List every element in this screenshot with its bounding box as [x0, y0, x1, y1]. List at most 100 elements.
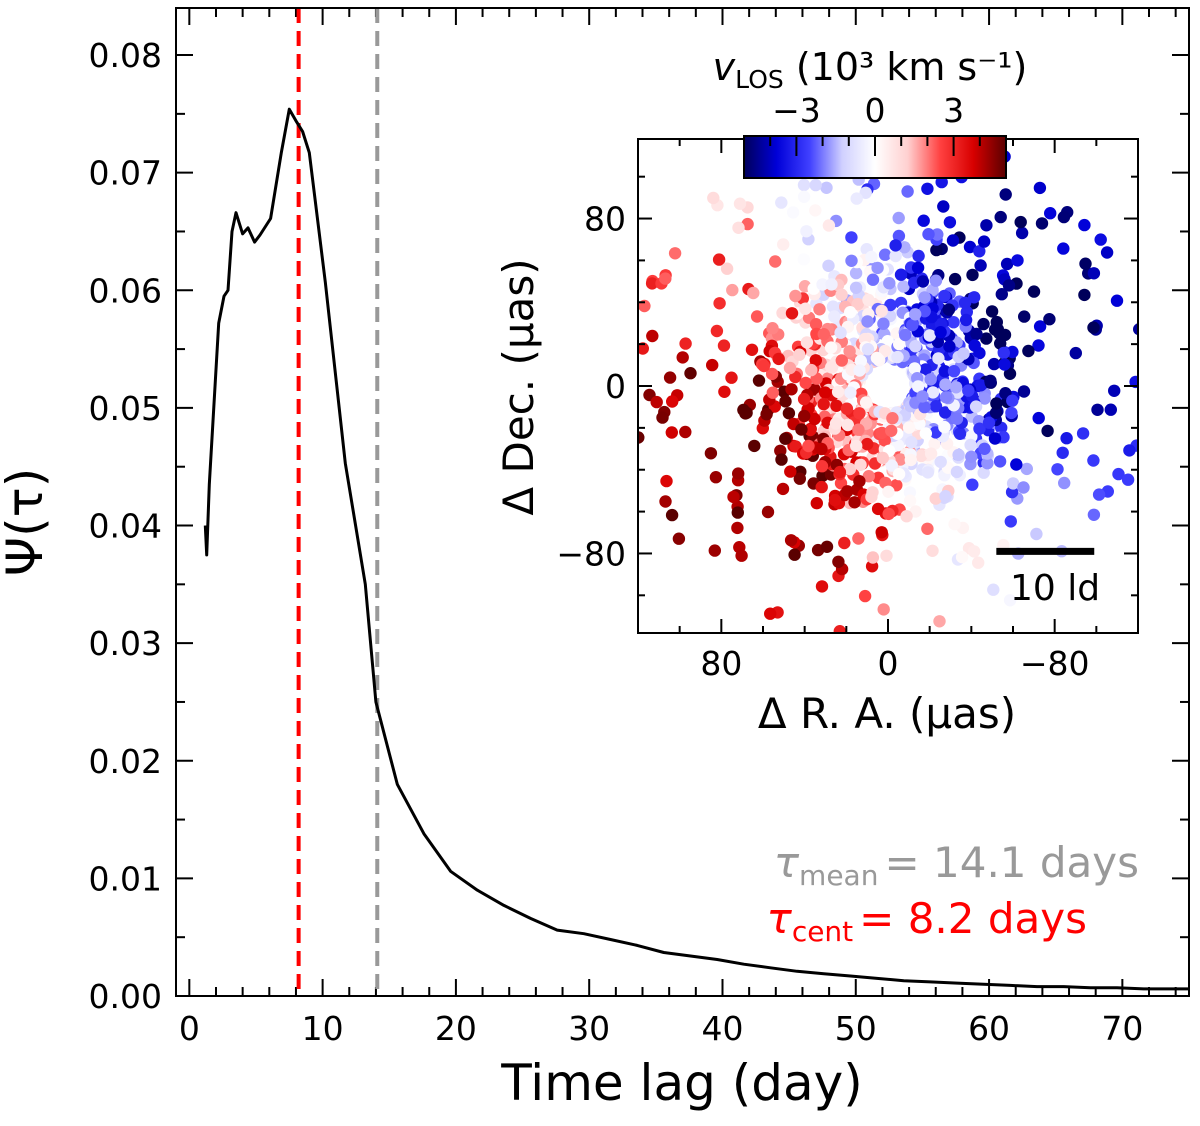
- scatter-point: [775, 453, 788, 466]
- scatter-point: [939, 490, 952, 503]
- scatter-point: [797, 253, 810, 266]
- scatter-point: [820, 540, 834, 553]
- scatter-point: [891, 439, 905, 452]
- scatter-point: [1079, 257, 1092, 270]
- scatter-point: [911, 380, 925, 393]
- scatter-point: [939, 391, 953, 404]
- scatter-point: [793, 472, 806, 485]
- tau-mean-symbol: τ: [774, 838, 800, 887]
- scatter-point: [1091, 403, 1104, 416]
- scatter-point: [1133, 323, 1138, 336]
- scatter-point: [969, 400, 983, 413]
- tau-cent-value: = 8.2 days: [859, 894, 1087, 943]
- scatter-point: [966, 478, 979, 491]
- main-x-axis-label: Time lag (day): [500, 1054, 862, 1112]
- scatter-point: [866, 551, 880, 564]
- scatter-point: [1043, 313, 1056, 326]
- scatter-point: [902, 421, 916, 434]
- scatter-point: [918, 305, 931, 318]
- scatter-point: [784, 465, 797, 478]
- scatter-point: [905, 436, 918, 449]
- scatter-point: [824, 341, 838, 354]
- scatter-point: [799, 376, 812, 390]
- scatter-point: [889, 249, 902, 263]
- scatter-point: [844, 306, 857, 319]
- scatter-point: [849, 281, 863, 294]
- scatter-point: [713, 297, 726, 310]
- scatter-point: [797, 190, 811, 203]
- scatter-point: [912, 249, 925, 263]
- inset-y-tick-label: −80: [556, 534, 626, 573]
- scatter-point: [923, 329, 936, 342]
- scatter-point: [959, 313, 973, 327]
- scatter-point: [892, 229, 906, 243]
- scatter-point: [731, 506, 744, 519]
- scatter-point: [1004, 515, 1017, 528]
- scatter-point: [997, 346, 1010, 360]
- scatter-point: [987, 357, 1001, 371]
- scatter-point: [800, 336, 814, 349]
- scatter-point: [840, 402, 854, 415]
- scatter-point: [917, 214, 930, 227]
- scatter-point: [809, 354, 822, 367]
- colorbar-label: vLOS (10³ km s⁻¹): [713, 45, 1028, 94]
- scatter-point: [788, 548, 801, 561]
- scatter-point: [988, 323, 1002, 336]
- scatter-point: [915, 449, 928, 463]
- scatter-point: [1030, 527, 1043, 541]
- scatter-point: [901, 185, 914, 198]
- scatter-point: [877, 317, 890, 330]
- scatter-point: [1014, 215, 1027, 229]
- scatter-point: [826, 300, 840, 313]
- scatter-point: [831, 385, 845, 399]
- scatter-point: [852, 532, 865, 545]
- scatter-point: [766, 386, 779, 399]
- scatter-point: [659, 272, 672, 285]
- scatter-point: [665, 508, 679, 522]
- scatter-point: [638, 431, 645, 444]
- scatter-point: [918, 400, 931, 414]
- scatter-point: [916, 275, 930, 288]
- scatter-point: [922, 228, 935, 241]
- scatter-point: [656, 411, 669, 424]
- scatter-point: [804, 423, 817, 437]
- scatter-point: [819, 386, 832, 399]
- main-x-tick-labels: 0 10 20 30 40 50 60 70: [179, 1009, 1144, 1048]
- scatter-point: [892, 467, 906, 481]
- scatter-point: [776, 482, 790, 496]
- scatter-point: [948, 517, 961, 531]
- scatter-point: [828, 493, 842, 507]
- scatter-point: [828, 310, 841, 323]
- x-tick-label: 70: [1101, 1009, 1143, 1048]
- inset-panel: 80 0 −80 80 0 −80 Δ R. A. (μas) Δ Dec. (μas)…: [494, 45, 1139, 738]
- scatter-point: [1010, 458, 1023, 471]
- main-plot-frame: [175, 7, 1190, 997]
- scatter-point: [809, 318, 823, 331]
- scatter-point: [998, 328, 1012, 342]
- y-tick-label: 0.00: [89, 977, 162, 1016]
- scatter-point: [924, 373, 937, 386]
- scatter-point: [958, 296, 972, 309]
- scatter-point: [938, 365, 951, 378]
- scatter-point: [769, 255, 782, 268]
- scatter-point: [731, 521, 744, 535]
- scatter-point: [950, 412, 964, 425]
- scatter-point: [948, 272, 962, 286]
- scatter-point: [988, 432, 1002, 445]
- scatter-point: [995, 288, 1008, 301]
- scatter-point: [949, 381, 963, 394]
- scatter-point: [650, 395, 663, 409]
- scatter-point: [1017, 385, 1031, 398]
- scatter-point: [1033, 320, 1047, 333]
- scatter-point: [1076, 427, 1090, 440]
- scatter-point: [638, 342, 649, 355]
- scatter-point: [859, 186, 872, 199]
- scatter-point: [858, 589, 872, 603]
- scatter-point: [805, 363, 818, 377]
- scatter-point: [875, 526, 888, 539]
- scatter-point: [1129, 375, 1138, 389]
- y-tick-label: 0.05: [89, 389, 162, 428]
- scatter-point: [1110, 294, 1124, 307]
- x-tick-label: 10: [302, 1009, 344, 1048]
- inset-x-tick-label: −80: [1020, 644, 1090, 683]
